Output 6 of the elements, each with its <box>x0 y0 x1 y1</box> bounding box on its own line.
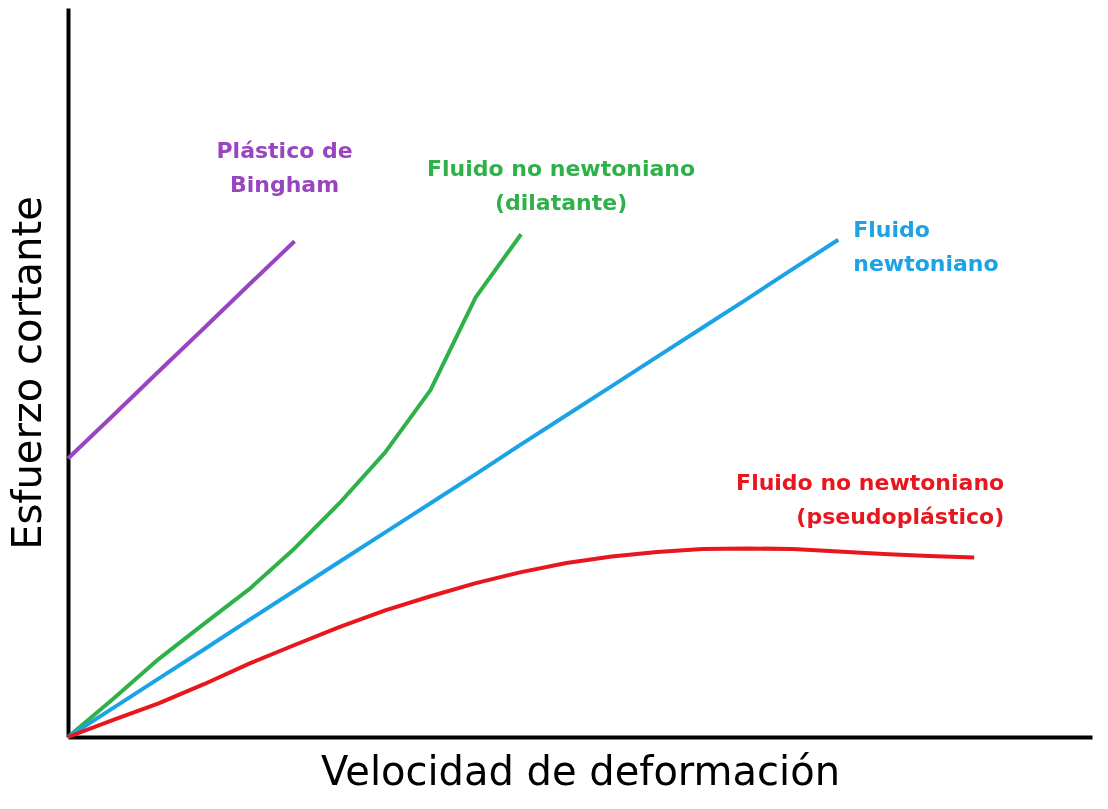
y-axis-title: Esfuerzo cortante <box>3 196 50 550</box>
text: Fluido no newtoniano (dilatante) <box>427 156 696 216</box>
x-axis-title: Velocidad de deformación <box>321 747 840 794</box>
text: Plástico de Bingham <box>216 138 353 198</box>
series-label: Fluido no newtoniano (pseudoplástico) <box>736 469 1005 529</box>
series-label: Fluido newtoniano <box>853 216 999 276</box>
